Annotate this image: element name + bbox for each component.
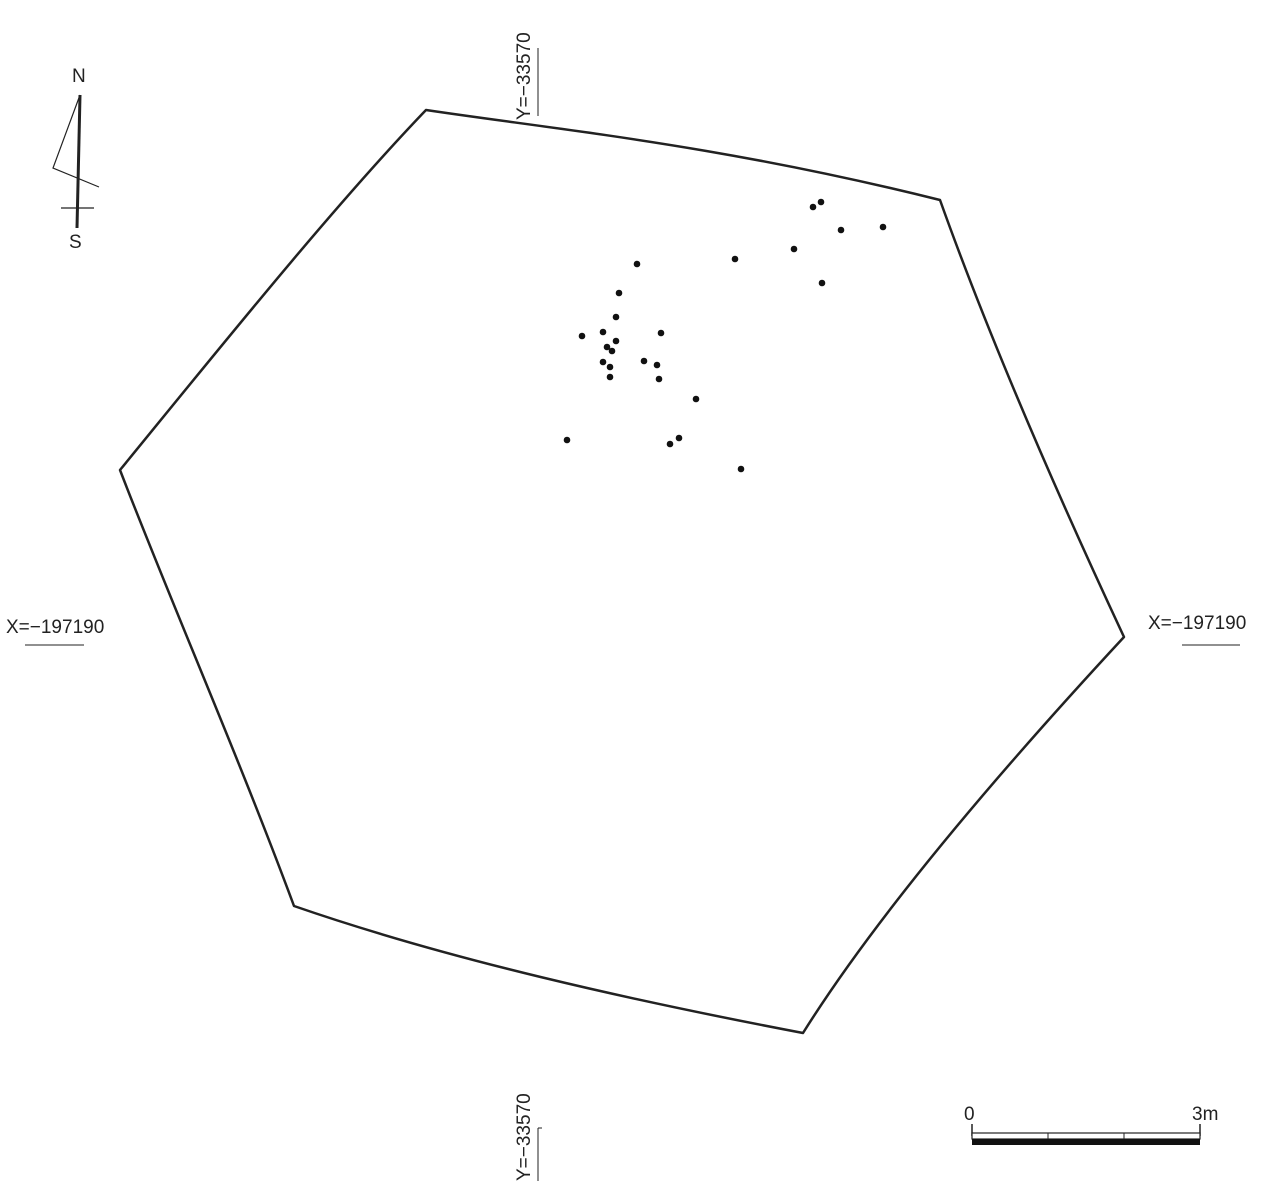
find-spots [563, 198, 887, 473]
find-spot [612, 313, 620, 321]
north-arrow-shaft [75, 94, 82, 229]
coord-right: X=−197190 [1148, 613, 1246, 646]
find-spot [603, 343, 611, 351]
find-spot [606, 363, 614, 371]
find-spot [675, 434, 683, 442]
find-spot [657, 329, 665, 337]
scale-bar-fill [972, 1139, 1200, 1145]
find-spot [612, 337, 620, 345]
coord-label-bottom-y: Y=−33570 [514, 1093, 535, 1181]
find-spot [578, 332, 586, 340]
find-spot [837, 226, 845, 234]
find-spot [606, 373, 614, 381]
find-spot [599, 328, 607, 336]
feature-boundary [118, 108, 1126, 1035]
find-spot [653, 361, 661, 369]
coord-label-right-x: X=−197190 [1148, 613, 1246, 634]
coord-label-top-y: Y=−33570 [514, 32, 535, 120]
coord-bottom: Y=−33570 [514, 1093, 542, 1181]
find-spot [737, 465, 745, 473]
find-spot [599, 358, 607, 366]
coord-left: X=−197190 [6, 617, 104, 646]
find-spot [655, 375, 663, 383]
find-spot [633, 260, 641, 268]
coord-label-left-x: X=−197190 [6, 617, 104, 638]
north-arrow: N S [52, 66, 100, 253]
coord-top: Y=−33570 [514, 32, 539, 120]
find-spot [790, 245, 798, 253]
north-label: N [72, 66, 86, 87]
find-spot [809, 203, 817, 211]
scale-label-start: 0 [964, 1104, 975, 1125]
find-spot [731, 255, 739, 263]
scale-bar-outline [971, 1132, 1201, 1140]
find-spot [817, 198, 825, 206]
find-spot [666, 440, 674, 448]
find-spot [563, 436, 571, 444]
south-label: S [69, 232, 82, 253]
find-spot [692, 395, 700, 403]
north-arrow-head [52, 94, 100, 188]
find-spot [615, 289, 623, 297]
find-spot [818, 279, 826, 287]
find-spot [879, 223, 887, 231]
find-spot [608, 347, 616, 355]
scale-bar: 0 3m [964, 1104, 1218, 1145]
find-spot [640, 357, 648, 365]
scale-label-end: 3m [1192, 1104, 1218, 1125]
